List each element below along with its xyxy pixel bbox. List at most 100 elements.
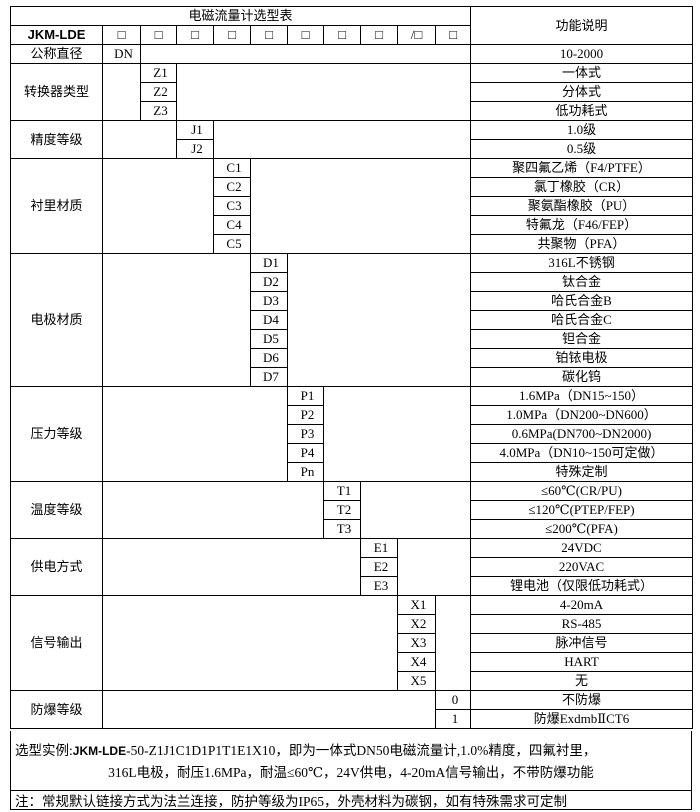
code-box: □ [213, 25, 251, 45]
option-code: J1 [176, 120, 214, 140]
table-row: 压力等级 P1 1.6MPa（DN15~150） [10, 386, 693, 482]
table-title: 电磁流量计选型表 [10, 6, 471, 26]
table-row: 衬里材质 C1 聚四氟乙烯（F4/PTFE） [10, 158, 693, 254]
option-description: 聚氨酯橡胶（PU） [470, 196, 693, 216]
table-row: 电极材质 D1 316L不锈钢 [10, 253, 693, 387]
option-code: P4 [287, 443, 324, 463]
group-label: 温度等级 [10, 481, 103, 539]
option-code: X2 [397, 614, 436, 634]
group-label: 压力等级 [10, 386, 103, 482]
option-description: ≤120℃(PTEP/FEP) [470, 500, 693, 520]
option-code: 0 [435, 690, 471, 710]
option-code: D6 [250, 348, 288, 368]
option-code: Z1 [140, 63, 177, 83]
table-row: X5 无 [11, 671, 693, 691]
code-box: □ [323, 25, 361, 45]
table-row: T2 ≤120℃(PTEP/FEP) [11, 500, 693, 520]
option-description: ≤200℃(PFA) [470, 519, 693, 539]
option-description: 防爆ExdmbⅡCT6 [470, 709, 693, 729]
option-code: P1 [287, 386, 324, 406]
option-code: D3 [250, 291, 288, 311]
table-row: 信号输出 X1 4-20mA [10, 595, 693, 691]
option-description: 低功耗式 [470, 101, 693, 121]
table-row: E3 锂电池（仅限低功耗式） [11, 576, 693, 596]
option-description: 共聚物（PFA） [470, 234, 693, 254]
option-code: P3 [287, 424, 324, 444]
option-code: D1 [250, 253, 288, 273]
option-description: 特氟龙（F46/FEP） [470, 215, 693, 235]
example-line1: -50-Z1J1C1D1P1T1E1X10，即为一体式DN50电磁流量计,1.0… [126, 743, 597, 758]
blank-cell [323, 386, 471, 482]
table-row: 供电方式 E1 24VDC [10, 538, 693, 596]
blank-cell [102, 253, 251, 387]
option-code: Z3 [140, 101, 177, 121]
option-code: Pn [287, 462, 324, 482]
option-description: 24VDC [470, 538, 693, 558]
example-prefix: 选型实例: [15, 743, 73, 758]
blank-cell [176, 63, 471, 121]
option-description: 0.6MPa(DN700~DN2000) [470, 424, 693, 444]
footer: 选型实例:JKM-LDE-50-Z1J1C1D1P1T1E1X10，即为一体式D… [10, 731, 692, 810]
option-code: E2 [360, 557, 398, 577]
option-description: 分体式 [470, 82, 693, 102]
blank-cell [102, 690, 436, 729]
option-code: X3 [397, 633, 436, 653]
group-label: 精度等级 [10, 120, 103, 159]
option-description: 聚四氟乙烯（F4/PTFE） [470, 158, 693, 178]
option-description: HART [470, 652, 693, 672]
option-description: 特殊定制 [470, 462, 693, 482]
blank-cell [140, 44, 471, 64]
option-description: 碳化钨 [470, 367, 693, 387]
table-row: T3 ≤200℃(PFA) [11, 519, 693, 539]
model-code-row: JKM-LDE □ □ □ □ □ □ □ □/□ □ [10, 25, 693, 45]
code-box: □ [435, 25, 471, 45]
option-description: 10-2000 [470, 44, 693, 64]
option-code: DN [102, 44, 141, 64]
option-code: T2 [323, 500, 361, 520]
option-description: 1.6MPa（DN15~150） [470, 386, 693, 406]
option-code: E1 [360, 538, 398, 558]
option-code: D2 [250, 272, 288, 292]
option-code: 1 [435, 709, 471, 729]
option-description: 4-20mA [470, 595, 693, 615]
blank-cell [102, 120, 177, 159]
group-label: 转换器类型 [10, 63, 103, 121]
selection-example: 选型实例:JKM-LDE-50-Z1J1C1D1P1T1E1X10，即为一体式D… [11, 731, 691, 790]
option-code: T1 [323, 481, 361, 501]
note: 注：常规默认链接方式为法兰连接，防护等级为IP65，外壳材料为碳钢，如有特殊需求… [11, 790, 691, 812]
code-box: □ [102, 25, 141, 45]
option-description: 氯丁橡胶（CR） [470, 177, 693, 197]
blank-cell [360, 481, 471, 539]
option-code: P2 [287, 405, 324, 425]
table-row: D2 钛合金 [11, 272, 693, 292]
blank-cell [397, 538, 471, 596]
option-code: C2 [213, 177, 251, 197]
code-box: □ [250, 25, 288, 45]
group-label: 信号输出 [10, 595, 103, 691]
option-description: 铂铱电极 [470, 348, 693, 368]
option-description: 脉冲信号 [470, 633, 693, 653]
code-box: □ [176, 25, 214, 45]
code-box: /□ [397, 25, 436, 45]
option-description: 4.0MPa（DN10~150可定做） [470, 443, 693, 463]
code-box: □ [287, 25, 324, 45]
option-code: C3 [213, 196, 251, 216]
group-label: 电极材质 [10, 253, 103, 387]
table-row: D5 钽合金 [11, 329, 693, 349]
option-code: J2 [176, 139, 214, 159]
blank-cell [102, 595, 398, 691]
table-row: J2 0.5级 [11, 139, 693, 159]
option-code: T3 [323, 519, 361, 539]
table-row: X3 脉冲信号 [11, 633, 693, 653]
table-row: 公称直径 DN 10-2000 [10, 44, 693, 64]
option-description: 一体式 [470, 63, 693, 83]
group-label: 防爆等级 [10, 690, 103, 729]
blank-cell [102, 158, 214, 254]
table-row: D6 铂铱电极 [11, 348, 693, 368]
code-box: □ [360, 25, 398, 45]
table-row: P3 0.6MPa(DN700~DN2000) [11, 424, 693, 444]
option-code: Z2 [140, 82, 177, 102]
option-code: D4 [250, 310, 288, 330]
blank-cell [287, 253, 471, 387]
table-row: 防爆等级 0 不防爆 [10, 690, 693, 729]
